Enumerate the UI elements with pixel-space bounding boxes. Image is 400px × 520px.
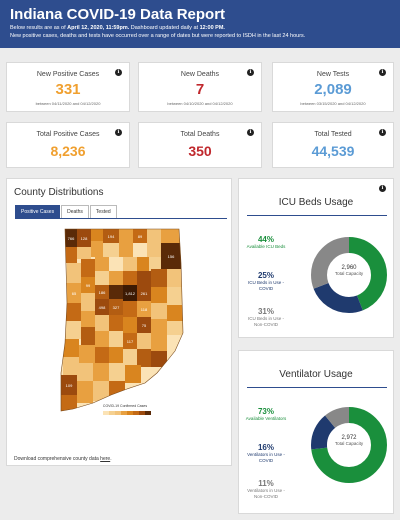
info-icon[interactable]: i: [247, 129, 254, 136]
map-label: 327: [113, 305, 120, 310]
map-label: 156: [168, 254, 175, 259]
map-label: 89: [138, 234, 143, 239]
total-positive-card: Total Positive Cases i 8,236: [6, 122, 130, 168]
stat-value: 7: [195, 81, 205, 98]
stat-label: Total Tested: [314, 131, 352, 138]
map-legend: COVID-19 Confirmed Cases: [103, 404, 151, 415]
info-icon[interactable]: i: [247, 69, 254, 76]
map-label: 99: [86, 283, 91, 288]
info-icon[interactable]: i: [115, 129, 122, 136]
stat-value: 331: [55, 81, 81, 98]
tab-bar: Positive Cases Deaths Tested: [15, 205, 227, 219]
donut-center: 2,960 Total Capacity: [334, 265, 364, 276]
stat-value: 8,236: [50, 143, 86, 159]
stat-label: Total Deaths: [180, 131, 220, 138]
legend-item: 25% ICU Beds in Use - COVID: [247, 271, 284, 291]
info-icon[interactable]: i: [379, 185, 386, 192]
stat-label: New Deaths: [180, 71, 220, 78]
section-title: County Distributions: [14, 187, 104, 198]
map-label: 128: [81, 236, 88, 241]
page-header: Indiana COVID-19 Data Report Below resul…: [0, 0, 400, 48]
county-map[interactable]: 766 128 194 89 156 65 99 186 261 1,812 1…: [7, 223, 233, 433]
stat-value: 350: [188, 143, 212, 159]
legend-item: 16% Ventilators in Use - COVID: [247, 443, 285, 463]
map-label: 1,812: [125, 291, 136, 296]
legend-title: COVID-19 Confirmed Cases: [103, 404, 147, 408]
stat-date-range: between 04/10/2020 and 04/12/2020: [167, 101, 233, 106]
page-title: Indiana COVID-19 Data Report: [10, 6, 226, 23]
legend-item: 44% Available ICU Beds: [246, 235, 286, 249]
tab-tested[interactable]: Tested: [89, 205, 117, 218]
download-link[interactable]: here: [100, 456, 111, 462]
ventilator-donut-chart[interactable]: [309, 405, 389, 485]
new-positive-card: New Positive Cases i 331 between 04/11/2…: [6, 62, 130, 112]
map-label: 186: [99, 290, 106, 295]
donut-slice[interactable]: [311, 237, 387, 313]
stat-date-range: between 03/15/2020 and 04/12/2020: [300, 101, 366, 106]
divider: [247, 215, 387, 216]
ventilator-card: Ventilator Usage 73% Available Ventilato…: [238, 350, 394, 514]
new-tests-card: New Tests i 2,089 between 03/15/2020 and…: [272, 62, 394, 112]
map-label: 117: [127, 339, 134, 344]
donut-slice[interactable]: [311, 237, 387, 313]
info-icon[interactable]: i: [379, 129, 386, 136]
stat-label: New Tests: [316, 71, 350, 78]
donut-center: 2,972 Total Capacity: [334, 435, 364, 446]
donut-slice[interactable]: [311, 407, 387, 483]
icu-beds-card: i ICU Beds Usage 44% Available ICU Beds …: [238, 178, 394, 338]
legend-item: 11% Ventilators in Use - Non-COVID: [247, 479, 285, 499]
tab-positive-cases[interactable]: Positive Cases: [15, 205, 61, 218]
map-label: 109: [66, 383, 73, 388]
legend-item: 31% ICU Beds in Use - Non-COVID: [247, 307, 284, 327]
map-label: 766: [68, 236, 75, 241]
tab-deaths[interactable]: Deaths: [61, 205, 89, 218]
county-distribution-card: County Distributions Positive Cases Deat…: [6, 178, 232, 466]
section-title: ICU Beds Usage: [278, 197, 354, 208]
section-title: Ventilator Usage: [279, 369, 353, 380]
map-label: 261: [141, 291, 148, 296]
map-label: 194: [108, 234, 115, 239]
divider: [247, 387, 387, 388]
stat-value: 2,089: [314, 81, 352, 98]
stat-value: 44,539: [311, 143, 355, 159]
total-deaths-card: Total Deaths i 350: [138, 122, 262, 168]
download-note: Download comprehensive county data here.: [14, 456, 112, 462]
map-label: 118: [141, 307, 148, 312]
new-deaths-card: New Deaths i 7 between 04/10/2020 and 04…: [138, 62, 262, 112]
donut-slice[interactable]: [311, 407, 387, 483]
icu-donut-chart[interactable]: [309, 235, 389, 315]
stat-date-range: between 04/11/2020 and 04/12/2020: [35, 101, 101, 106]
map-label: 65: [72, 291, 77, 296]
info-icon[interactable]: i: [115, 69, 122, 76]
stat-label: Total Positive Cases: [36, 131, 100, 138]
update-note: Below results are as of April 12, 2020, …: [10, 25, 225, 31]
stat-label: New Positive Cases: [36, 71, 100, 78]
reporting-note: New positive cases, deaths and tests hav…: [10, 33, 306, 39]
map-label: 498: [99, 305, 106, 310]
legend-item: 73% Available Ventilators: [245, 407, 287, 421]
total-tested-card: Total Tested i 44,539: [272, 122, 394, 168]
info-icon[interactable]: i: [379, 69, 386, 76]
map-label: 75: [142, 323, 147, 328]
